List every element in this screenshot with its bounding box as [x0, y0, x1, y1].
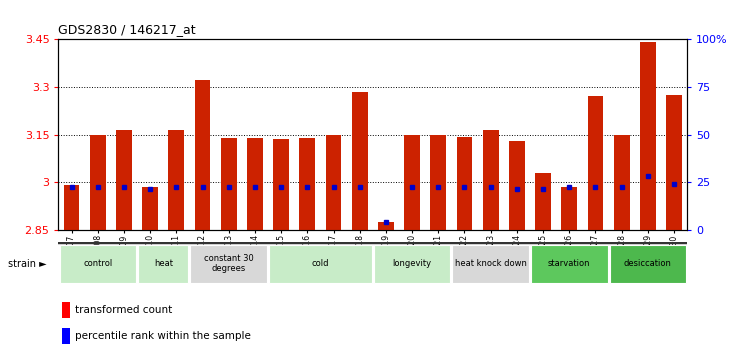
Text: heat knock down: heat knock down	[455, 259, 526, 268]
Bar	[640, 42, 656, 230]
Text: GDS2830 / 146217_at: GDS2830 / 146217_at	[58, 23, 196, 36]
Bar	[273, 139, 289, 230]
Bar	[452, 245, 529, 283]
Bar	[62, 302, 70, 318]
Bar	[374, 245, 450, 283]
Bar	[457, 137, 472, 230]
Bar	[59, 245, 136, 283]
Bar	[325, 135, 341, 230]
Text: strain ►: strain ►	[8, 259, 47, 269]
Bar	[482, 130, 499, 230]
Bar	[535, 173, 551, 230]
Bar	[509, 141, 525, 230]
Bar	[191, 245, 267, 283]
Text: longevity: longevity	[393, 259, 432, 268]
Text: transformed count: transformed count	[75, 305, 173, 315]
Bar	[194, 80, 211, 230]
Bar	[431, 135, 446, 230]
Bar	[247, 138, 262, 230]
Bar	[64, 185, 80, 230]
Text: heat: heat	[154, 259, 173, 268]
Bar	[531, 245, 607, 283]
Text: cold: cold	[311, 259, 329, 268]
Bar	[610, 245, 686, 283]
Text: control: control	[83, 259, 113, 268]
Bar	[300, 138, 315, 230]
Bar	[62, 328, 70, 344]
Bar	[221, 138, 237, 230]
Bar	[561, 187, 577, 230]
Bar	[352, 92, 368, 230]
Bar	[269, 245, 372, 283]
Bar	[614, 135, 629, 230]
Bar	[90, 135, 105, 230]
Bar	[116, 130, 132, 230]
Bar	[588, 96, 603, 230]
Bar	[378, 222, 394, 230]
Text: starvation: starvation	[548, 259, 591, 268]
Text: constant 30
degrees: constant 30 degrees	[204, 254, 254, 273]
Bar	[138, 245, 189, 283]
Text: percentile rank within the sample: percentile rank within the sample	[75, 331, 251, 341]
Text: desiccation: desiccation	[624, 259, 672, 268]
Bar	[666, 95, 682, 230]
Bar	[168, 130, 184, 230]
Bar	[404, 135, 420, 230]
Bar	[143, 187, 158, 230]
